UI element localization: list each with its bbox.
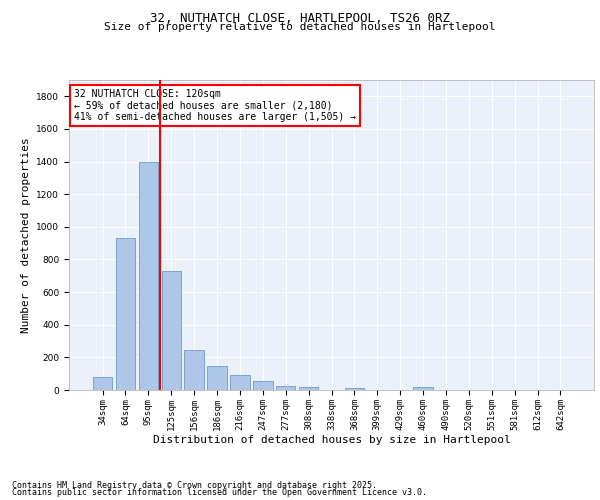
- Bar: [413, 386, 433, 390]
- Bar: [299, 386, 319, 390]
- Bar: [344, 388, 364, 390]
- Bar: [139, 162, 158, 390]
- Bar: [208, 366, 227, 390]
- Bar: [184, 350, 204, 390]
- Bar: [93, 377, 112, 390]
- Bar: [253, 381, 272, 390]
- Bar: [161, 271, 181, 390]
- Text: Size of property relative to detached houses in Hartlepool: Size of property relative to detached ho…: [104, 22, 496, 32]
- Text: Contains HM Land Registry data © Crown copyright and database right 2025.: Contains HM Land Registry data © Crown c…: [12, 480, 377, 490]
- Bar: [276, 386, 295, 390]
- Text: Contains public sector information licensed under the Open Government Licence v3: Contains public sector information licen…: [12, 488, 427, 497]
- Bar: [116, 238, 135, 390]
- Text: 32, NUTHATCH CLOSE, HARTLEPOOL, TS26 0RZ: 32, NUTHATCH CLOSE, HARTLEPOOL, TS26 0RZ: [150, 12, 450, 26]
- Y-axis label: Number of detached properties: Number of detached properties: [21, 137, 31, 333]
- X-axis label: Distribution of detached houses by size in Hartlepool: Distribution of detached houses by size …: [152, 436, 511, 446]
- Bar: [230, 376, 250, 390]
- Text: 32 NUTHATCH CLOSE: 120sqm
← 59% of detached houses are smaller (2,180)
41% of se: 32 NUTHATCH CLOSE: 120sqm ← 59% of detac…: [74, 90, 356, 122]
